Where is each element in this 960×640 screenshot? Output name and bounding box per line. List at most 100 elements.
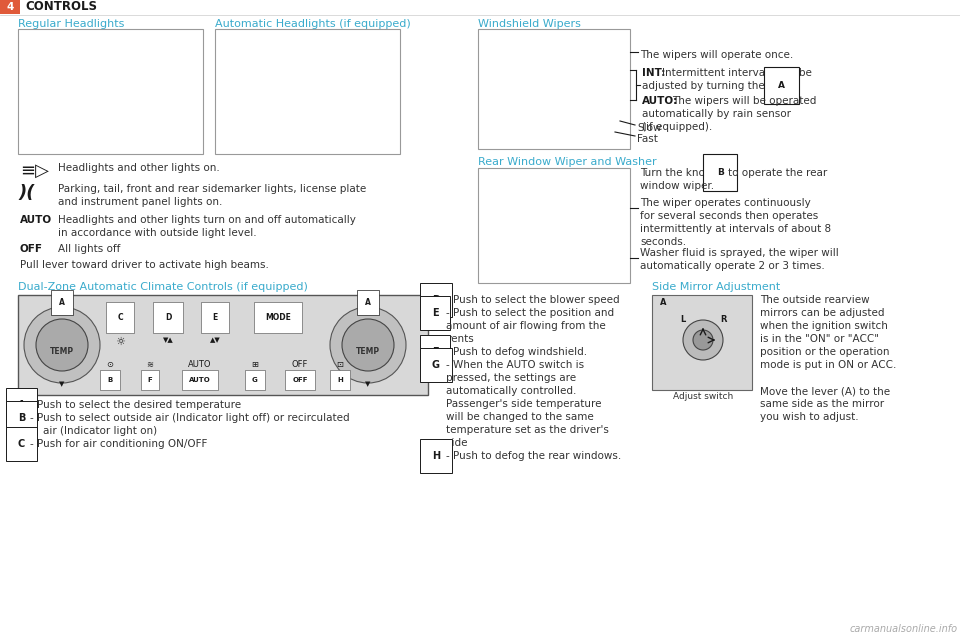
Text: - Push to defog the rear windows.: - Push to defog the rear windows. — [446, 451, 621, 461]
Circle shape — [342, 319, 394, 371]
Text: D: D — [432, 295, 440, 305]
Text: when the ignition switch: when the ignition switch — [760, 321, 888, 331]
Text: temperature set as the driver's: temperature set as the driver's — [446, 425, 609, 435]
Text: The outside rearview: The outside rearview — [760, 295, 870, 305]
Text: Windshield Wipers: Windshield Wipers — [478, 19, 581, 29]
Text: will be changed to the same: will be changed to the same — [446, 412, 593, 422]
Text: H: H — [337, 377, 343, 383]
Text: B: B — [108, 377, 112, 383]
Text: Headlights and other lights turn on and off automatically: Headlights and other lights turn on and … — [58, 215, 356, 225]
Text: MODE: MODE — [265, 313, 291, 322]
Text: - Push for air conditioning ON/OFF: - Push for air conditioning ON/OFF — [30, 439, 207, 449]
Text: A: A — [660, 298, 666, 307]
Text: L: L — [680, 315, 685, 324]
Text: The wipers will be operated: The wipers will be operated — [672, 96, 816, 106]
Text: automatically by rain sensor: automatically by rain sensor — [642, 109, 791, 119]
Circle shape — [683, 320, 723, 360]
Text: - Push to select outside air (Indicator light off) or recirculated: - Push to select outside air (Indicator … — [30, 413, 349, 423]
Text: R: R — [720, 315, 727, 324]
Text: G: G — [432, 360, 440, 370]
Text: ≋: ≋ — [147, 360, 154, 369]
Bar — [18, 29, 203, 154]
Text: AUTO: AUTO — [20, 215, 52, 225]
Text: automatically operate 2 or 3 times.: automatically operate 2 or 3 times. — [640, 261, 825, 271]
Text: automatically controlled.: automatically controlled. — [446, 386, 576, 396]
Text: Slow: Slow — [637, 123, 661, 133]
Text: E: E — [212, 313, 218, 322]
Text: 4: 4 — [7, 2, 13, 12]
Text: - Push to select the position and: - Push to select the position and — [446, 308, 614, 318]
Text: ⊙: ⊙ — [107, 360, 113, 369]
Text: carmanualsonline.info: carmanualsonline.info — [850, 624, 958, 634]
Text: F: F — [148, 377, 153, 383]
Text: to operate the rear: to operate the rear — [728, 168, 828, 178]
Text: ⊞: ⊞ — [252, 360, 258, 369]
Circle shape — [36, 319, 88, 371]
Text: A: A — [778, 81, 785, 90]
Text: Side Mirror Adjustment: Side Mirror Adjustment — [652, 282, 780, 292]
Circle shape — [330, 307, 406, 383]
Text: G: G — [252, 377, 258, 383]
Bar — [215, 29, 400, 154]
Text: Move the lever (A) to the: Move the lever (A) to the — [760, 386, 890, 396]
Text: B: B — [18, 413, 25, 423]
Bar — [18, 295, 428, 395]
Text: The wiper operates continuously: The wiper operates continuously — [640, 198, 811, 208]
Text: AUTO: AUTO — [188, 360, 212, 369]
Text: amount of air flowing from the: amount of air flowing from the — [446, 321, 606, 331]
Text: H: H — [432, 451, 440, 461]
Text: The wipers will operate once.: The wipers will operate once. — [640, 50, 793, 60]
Text: Automatic Headlights (if equipped): Automatic Headlights (if equipped) — [215, 19, 411, 29]
Text: position or the operation: position or the operation — [760, 347, 890, 357]
Text: TEMP: TEMP — [50, 346, 74, 355]
Text: ▼: ▼ — [366, 381, 371, 387]
Text: A: A — [18, 400, 26, 410]
Text: )(: )( — [18, 184, 35, 202]
Bar — [478, 29, 630, 149]
Text: CONTROLS: CONTROLS — [25, 1, 97, 13]
Text: AUTO:: AUTO: — [642, 96, 679, 106]
Text: ▲▼: ▲▼ — [209, 337, 221, 343]
Bar — [0, 0, 20, 14]
Text: adjusted by turning the knob: adjusted by turning the knob — [642, 81, 794, 91]
Text: OFF: OFF — [20, 244, 43, 254]
Text: (if equipped).: (if equipped). — [642, 122, 712, 132]
Text: for several seconds then operates: for several seconds then operates — [640, 211, 818, 221]
Text: Passenger's side temperature: Passenger's side temperature — [446, 399, 602, 409]
Text: intermittently at intervals of about 8: intermittently at intervals of about 8 — [640, 224, 831, 234]
Text: air (Indicator light on): air (Indicator light on) — [30, 426, 157, 436]
Text: INT:: INT: — [642, 68, 665, 78]
Text: ☼: ☼ — [115, 337, 125, 347]
Text: vents: vents — [446, 334, 475, 344]
Text: Dual-Zone Automatic Climate Controls (if equipped): Dual-Zone Automatic Climate Controls (if… — [18, 282, 308, 292]
Circle shape — [693, 330, 713, 350]
Text: Rear Window Wiper and Washer: Rear Window Wiper and Washer — [478, 157, 657, 167]
Text: Regular Headlights: Regular Headlights — [18, 19, 125, 29]
Text: ▼▲: ▼▲ — [162, 337, 174, 343]
Text: B: B — [717, 168, 724, 177]
Bar — [652, 295, 752, 390]
Text: side: side — [446, 438, 468, 448]
Text: you wish to adjust.: you wish to adjust. — [760, 412, 858, 422]
Text: same side as the mirror: same side as the mirror — [760, 399, 884, 409]
Text: mirrors can be adjusted: mirrors can be adjusted — [760, 308, 884, 318]
Text: OFF: OFF — [292, 360, 308, 369]
Text: in accordance with outside light level.: in accordance with outside light level. — [58, 228, 256, 238]
Text: ▼: ▼ — [60, 381, 64, 387]
Text: mode is put in ON or ACC.: mode is put in ON or ACC. — [760, 360, 897, 370]
Bar — [478, 168, 630, 283]
Text: ≡▷: ≡▷ — [20, 162, 49, 180]
Text: seconds.: seconds. — [640, 237, 686, 247]
Text: ▲: ▲ — [60, 305, 64, 311]
Text: Pull lever toward driver to activate high beams.: Pull lever toward driver to activate hig… — [20, 260, 269, 270]
Text: E: E — [432, 308, 439, 318]
Text: Intermittent intervals can be: Intermittent intervals can be — [662, 68, 812, 78]
Text: Turn the knob: Turn the knob — [640, 168, 711, 178]
Text: C: C — [117, 313, 123, 322]
Circle shape — [24, 307, 100, 383]
Text: OFF: OFF — [292, 377, 308, 383]
Text: - When the AUTO switch is: - When the AUTO switch is — [446, 360, 584, 370]
Text: C: C — [18, 439, 25, 449]
Text: Parking, tail, front and rear sidemarker lights, license plate: Parking, tail, front and rear sidemarker… — [58, 184, 367, 194]
Text: Headlights and other lights on.: Headlights and other lights on. — [58, 163, 220, 173]
